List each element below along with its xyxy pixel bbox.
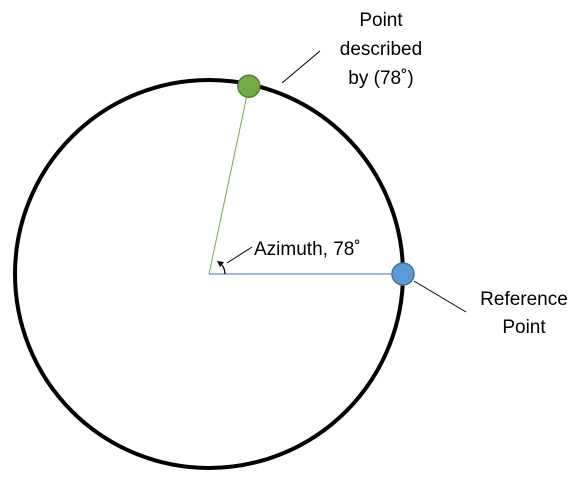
azimuth-ray	[208, 86, 250, 275]
described-point-label-line2: described	[340, 39, 422, 60]
reference-point-label-line2: Point	[502, 317, 546, 338]
azimuth-leader-line	[226, 246, 253, 264]
reference-point-label-line1: Reference	[480, 289, 568, 310]
described-point-label-line1: Point	[359, 10, 403, 31]
azimuth-label: Azimuth, 78˚	[254, 239, 361, 260]
described-point-label-line3: by (78˚)	[348, 68, 413, 89]
angle-arc	[221, 264, 226, 275]
reference-point-leader-line	[413, 280, 467, 313]
described-point	[237, 74, 261, 98]
reference-point	[391, 262, 415, 286]
angle-arrowhead	[217, 261, 224, 267]
described-point-leader-line	[281, 50, 321, 84]
